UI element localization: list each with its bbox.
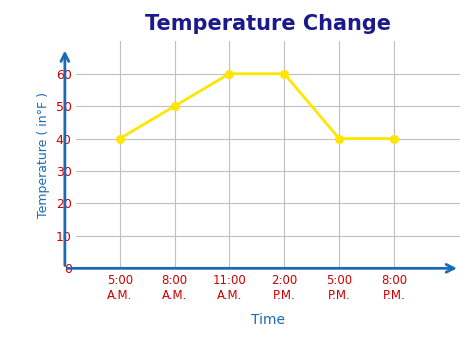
X-axis label: Time: Time <box>251 313 285 327</box>
Y-axis label: Temperature ( in°F ): Temperature ( in°F ) <box>37 92 50 218</box>
Title: Temperature Change: Temperature Change <box>145 14 391 34</box>
